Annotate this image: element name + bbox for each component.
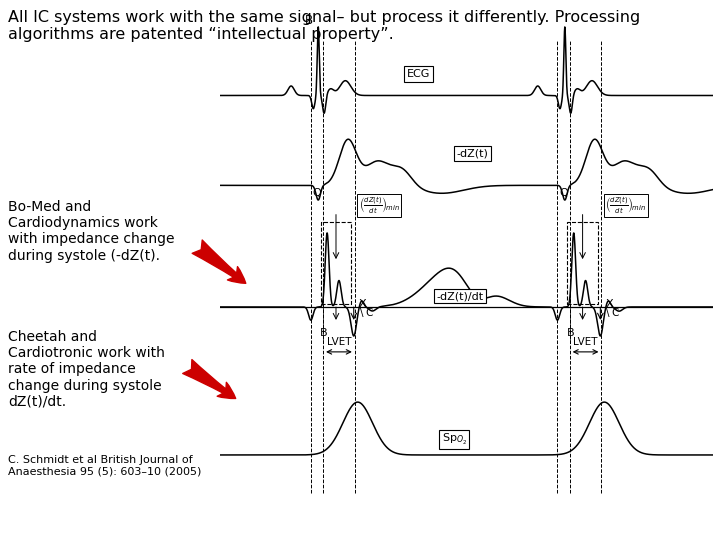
Text: X: X — [359, 299, 366, 309]
Text: ECG: ECG — [407, 69, 431, 79]
Text: -dZ(t)/dt: -dZ(t)/dt — [436, 291, 484, 301]
Text: All IC systems work with the same signal– but process it differently. Processing: All IC systems work with the same signal… — [8, 10, 640, 43]
Bar — [567, 222, 598, 305]
Text: Q: Q — [559, 188, 567, 198]
Text: $\backslash$ C: $\backslash$ C — [606, 307, 621, 320]
Text: LVET: LVET — [573, 337, 598, 347]
Text: $\left(\frac{dZ(t)}{dt}\right)_{\!min}$: $\left(\frac{dZ(t)}{dt}\right)_{\!min}$ — [606, 195, 647, 215]
Text: Sp$_{O_2}$: Sp$_{O_2}$ — [441, 432, 467, 447]
Text: Bo-Med and
Cardiodynamics work
with impedance change
during systole (-dZ(t).: Bo-Med and Cardiodynamics work with impe… — [8, 200, 174, 262]
Text: Q: Q — [312, 188, 321, 198]
Text: LVET: LVET — [327, 337, 351, 347]
Text: $\left(\frac{dZ(t)}{dt}\right)_{\!min}$: $\left(\frac{dZ(t)}{dt}\right)_{\!min}$ — [359, 195, 400, 215]
Text: B: B — [320, 328, 328, 338]
Text: X: X — [606, 299, 613, 309]
Bar — [320, 222, 351, 305]
Text: C. Schmidt et al British Journal of
Anaesthesia 95 (5): 603–10 (2005): C. Schmidt et al British Journal of Anae… — [8, 455, 202, 477]
Text: Cheetah and
Cardiotronic work with
rate of impedance
change during systole
dZ(t): Cheetah and Cardiotronic work with rate … — [8, 330, 165, 409]
Text: -dZ(t): -dZ(t) — [456, 148, 488, 158]
Text: B: B — [567, 328, 575, 338]
Text: $\backslash$ C: $\backslash$ C — [359, 307, 374, 320]
Text: B: B — [305, 14, 313, 27]
